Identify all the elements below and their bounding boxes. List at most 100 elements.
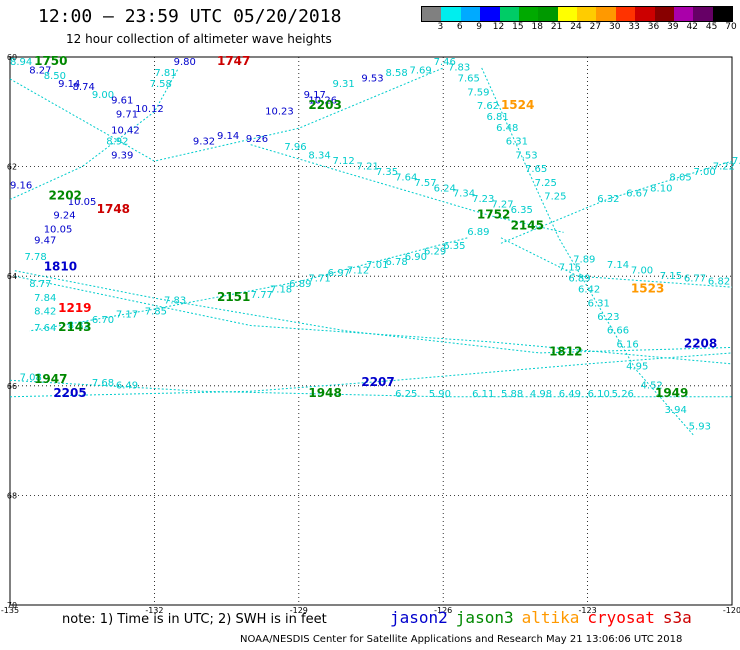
colorbar-tick: 27	[589, 22, 602, 32]
wave-height-value: 6.35	[511, 205, 533, 216]
wave-height-value: 8.94	[10, 57, 32, 68]
pass-time-label: 2207	[361, 375, 394, 389]
pass-time-label: 1747	[217, 54, 250, 68]
pass-time-label: 1948	[308, 386, 341, 400]
colorbar-swatch	[693, 7, 713, 21]
wave-height-value: 6.31	[506, 137, 528, 148]
colorbar-swatch	[441, 7, 461, 21]
pass-time-label: 2143	[58, 320, 91, 334]
wave-height-value: 6.31	[588, 298, 610, 309]
colorbar-tick: 9	[476, 22, 482, 32]
wave-height-value: 7.46	[434, 57, 456, 68]
colorbar-tick: 6	[456, 22, 463, 32]
wave-height-value: 7.01	[366, 260, 388, 271]
wave-height-value: 7.27	[491, 200, 513, 211]
wave-height-value: 7.00	[631, 265, 653, 276]
wave-height-value: 9.39	[111, 150, 133, 161]
legend-item-cryosat: cryosat	[587, 608, 655, 627]
colorbar-swatch	[654, 7, 674, 21]
wave-height-value: 7.34	[453, 189, 475, 200]
wave-height-value: 3.94	[665, 405, 687, 416]
wave-height-value: 7.78	[732, 156, 740, 167]
altimeter-track	[14, 275, 733, 365]
colorbar-tick: 70	[725, 22, 737, 32]
wave-height-value: 7.14	[607, 260, 629, 271]
wave-height-value: 7.58	[150, 79, 172, 90]
pass-time-label: 1219	[58, 301, 91, 315]
wave-height-colorbar	[421, 6, 733, 22]
colorbar-swatch	[712, 7, 732, 21]
wave-height-value: 7.62	[477, 101, 499, 112]
pass-time-label: 1752	[477, 208, 510, 222]
wave-height-value: 9.17	[304, 90, 326, 101]
pass-time-label: 1812	[549, 345, 582, 359]
wave-height-value: 7.81	[154, 68, 176, 79]
wave-height-value: 10.26	[308, 96, 337, 107]
colorbar-swatch	[635, 7, 655, 21]
wave-height-value: 9.80	[174, 57, 196, 68]
wave-height-value: 7.83	[448, 63, 470, 74]
wave-height-value: 8.77	[29, 279, 51, 290]
pass-time-label: 1810	[44, 260, 77, 274]
altimeter-track	[500, 160, 733, 244]
colorbar-tick: 36	[647, 22, 660, 32]
wave-height-value: 7.17	[116, 309, 138, 320]
altimeter-track	[9, 379, 732, 398]
colorbar-swatch	[577, 7, 597, 21]
wave-height-value: 9.00	[92, 90, 114, 101]
colorbar-tick: 30	[609, 22, 621, 32]
wave-height-value: 6.81	[487, 112, 509, 123]
lat-label: 70	[7, 601, 17, 610]
wave-height-value: 9.14	[217, 131, 239, 142]
wave-height-value: 7.57	[414, 178, 436, 189]
wave-height-value: 7.23	[472, 194, 494, 205]
pass-time-label: 2151	[217, 290, 250, 304]
colorbar-tick: 3	[437, 22, 444, 32]
wave-height-value: 10.05	[44, 224, 73, 235]
wave-height-value: 6.48	[496, 123, 518, 134]
footnote: note: 1) Time is in UTC; 2) SWH is in fe…	[62, 612, 327, 627]
lon-label: -126	[434, 606, 452, 615]
wave-height-value: 6.10	[588, 389, 610, 400]
pass-time-label: 1949	[655, 386, 688, 400]
pass-time-label: 1524	[501, 98, 534, 112]
wave-height-value: 7.21	[357, 161, 379, 172]
wave-height-value: 7.12	[347, 265, 369, 276]
pass-time-label: 2203	[308, 98, 341, 112]
wave-height-value: 6.42	[578, 285, 600, 296]
pass-time-label: 2145	[511, 219, 544, 233]
wave-height-value: 6.89	[568, 274, 590, 285]
wave-height-value: 8.50	[44, 71, 66, 82]
wave-height-value: 7.85	[145, 307, 167, 318]
map-frame	[9, 56, 733, 606]
wave-height-value: 7.78	[24, 252, 46, 263]
colorbar-tick: 18	[531, 22, 543, 32]
colorbar-swatch	[460, 7, 481, 21]
wave-height-value: 9.53	[361, 74, 383, 85]
pass-time-label: 2205	[53, 386, 86, 400]
wave-height-value: 6.35	[443, 241, 465, 252]
colorbar-tick: 12	[492, 22, 505, 32]
wave-height-value: 7.59	[467, 87, 489, 98]
wave-height-value: 9.24	[53, 211, 75, 222]
altimeter-track	[29, 237, 468, 332]
wave-height-value: 7.64	[34, 323, 56, 334]
wave-height-value: 5.88	[501, 389, 523, 400]
wave-height-value: 7.08	[20, 372, 42, 383]
wave-height-value: 9.61	[111, 96, 133, 107]
colorbar-swatch	[422, 7, 442, 21]
colorbar-swatch	[557, 7, 577, 21]
lon-label: -132	[145, 606, 163, 615]
wave-height-value: 7.64	[395, 172, 417, 183]
wave-height-value: 7.00	[693, 167, 715, 178]
wave-height-value: 7.65	[458, 74, 480, 85]
legend-item-altika: altika	[521, 608, 580, 627]
wave-height-value: 7.12	[332, 156, 354, 167]
wave-height-value: 6.32	[597, 194, 619, 205]
wave-height-value: 6.24	[434, 183, 456, 194]
lat-label: 66	[7, 382, 17, 391]
pass-time-label: 1748	[97, 202, 130, 216]
wave-height-value: 10.42	[111, 126, 140, 137]
altimeter-track	[481, 67, 694, 436]
